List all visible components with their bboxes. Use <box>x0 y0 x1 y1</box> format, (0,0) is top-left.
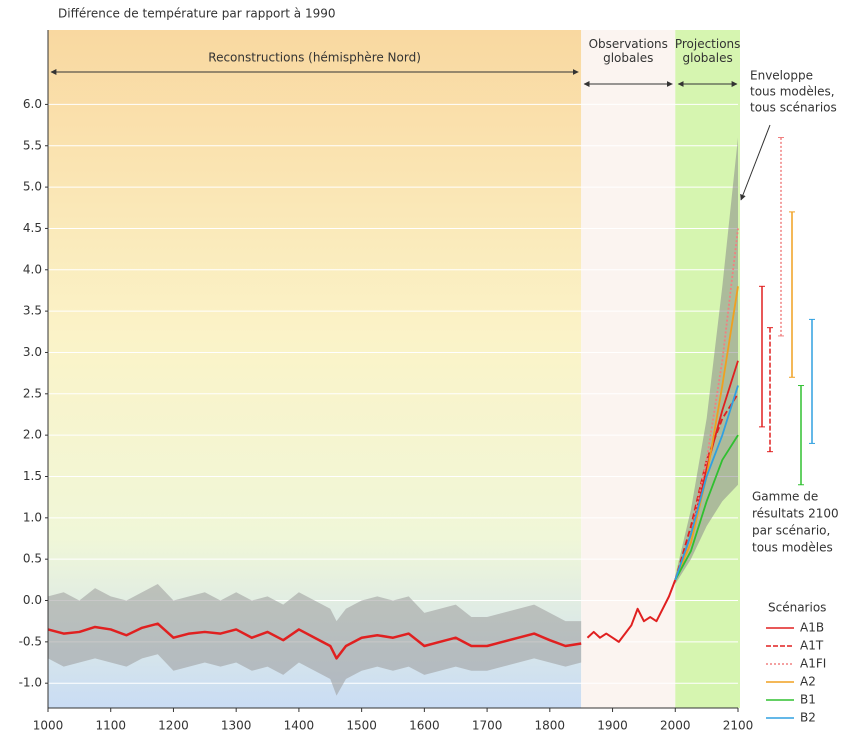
chart-title: Différence de température par rapport à … <box>58 7 335 21</box>
period-background <box>48 30 582 708</box>
range-label-line: résultats 2100 <box>752 507 839 521</box>
scenario-line <box>674 385 739 581</box>
reconstruction-line <box>47 622 582 660</box>
legend-title: Scénarios <box>768 601 826 615</box>
x-tick-label: 1300 <box>221 719 252 733</box>
scenario-line <box>674 393 739 581</box>
y-tick-label: 1.5 <box>23 469 42 483</box>
legend-label: A2 <box>800 675 816 689</box>
x-tick-label: 1700 <box>472 719 503 733</box>
period-label: Projections globales <box>675 37 741 65</box>
x-tick-label: 1900 <box>597 719 628 733</box>
y-tick-label: 3.0 <box>23 345 42 359</box>
x-tick-label: 2000 <box>660 719 691 733</box>
y-tick-label: 1.0 <box>23 510 42 524</box>
y-tick-label: 4.0 <box>23 262 42 276</box>
x-tick-label: 1600 <box>409 719 440 733</box>
period-label: Reconstructions (hémisphère Nord) <box>208 51 421 65</box>
y-tick-label: 2.0 <box>23 428 42 442</box>
x-tick-label: 2100 <box>723 719 754 733</box>
legend-label: A1FI <box>800 657 826 671</box>
x-tick-label: 1800 <box>535 719 566 733</box>
y-tick-label: 0.5 <box>23 552 42 566</box>
x-tick-label: 1400 <box>284 719 315 733</box>
envelope-label-line: tous modèles, <box>750 85 835 99</box>
range-label-line: tous modèles <box>752 541 833 555</box>
scenario-line <box>674 434 739 581</box>
envelope-label-line: Enveloppe <box>750 69 813 83</box>
y-tick-label: -1.0 <box>19 676 42 690</box>
envelope-arrow <box>740 124 771 201</box>
y-tick-label: 6.0 <box>23 97 42 111</box>
period-label: Observations globales <box>589 37 668 65</box>
legend-label: B2 <box>800 711 816 725</box>
legend-label: B1 <box>800 693 816 707</box>
x-tick-label: 1000 <box>33 719 64 733</box>
period-background <box>581 30 676 708</box>
reconstruction-band <box>48 583 582 696</box>
legend-label: A1B <box>800 621 824 635</box>
observation-line <box>586 579 677 643</box>
y-tick-label: -0.5 <box>19 634 42 648</box>
legend-label: A1T <box>800 639 824 653</box>
x-tick-label: 1100 <box>95 719 126 733</box>
model-envelope <box>675 137 738 584</box>
x-tick-label: 1200 <box>158 719 189 733</box>
range-label-line: par scénario, <box>752 524 830 538</box>
y-tick-label: 5.0 <box>23 180 42 194</box>
x-tick-label: 1500 <box>346 719 377 733</box>
y-tick-label: 3.5 <box>23 304 42 318</box>
y-tick-label: 5.5 <box>23 138 42 152</box>
envelope-label-line: tous scénarios <box>750 101 837 115</box>
y-tick-label: 0.0 <box>23 593 42 607</box>
y-tick-label: 2.5 <box>23 386 42 400</box>
range-label-line: Gamme de <box>752 490 818 504</box>
y-tick-label: 4.5 <box>23 221 42 235</box>
